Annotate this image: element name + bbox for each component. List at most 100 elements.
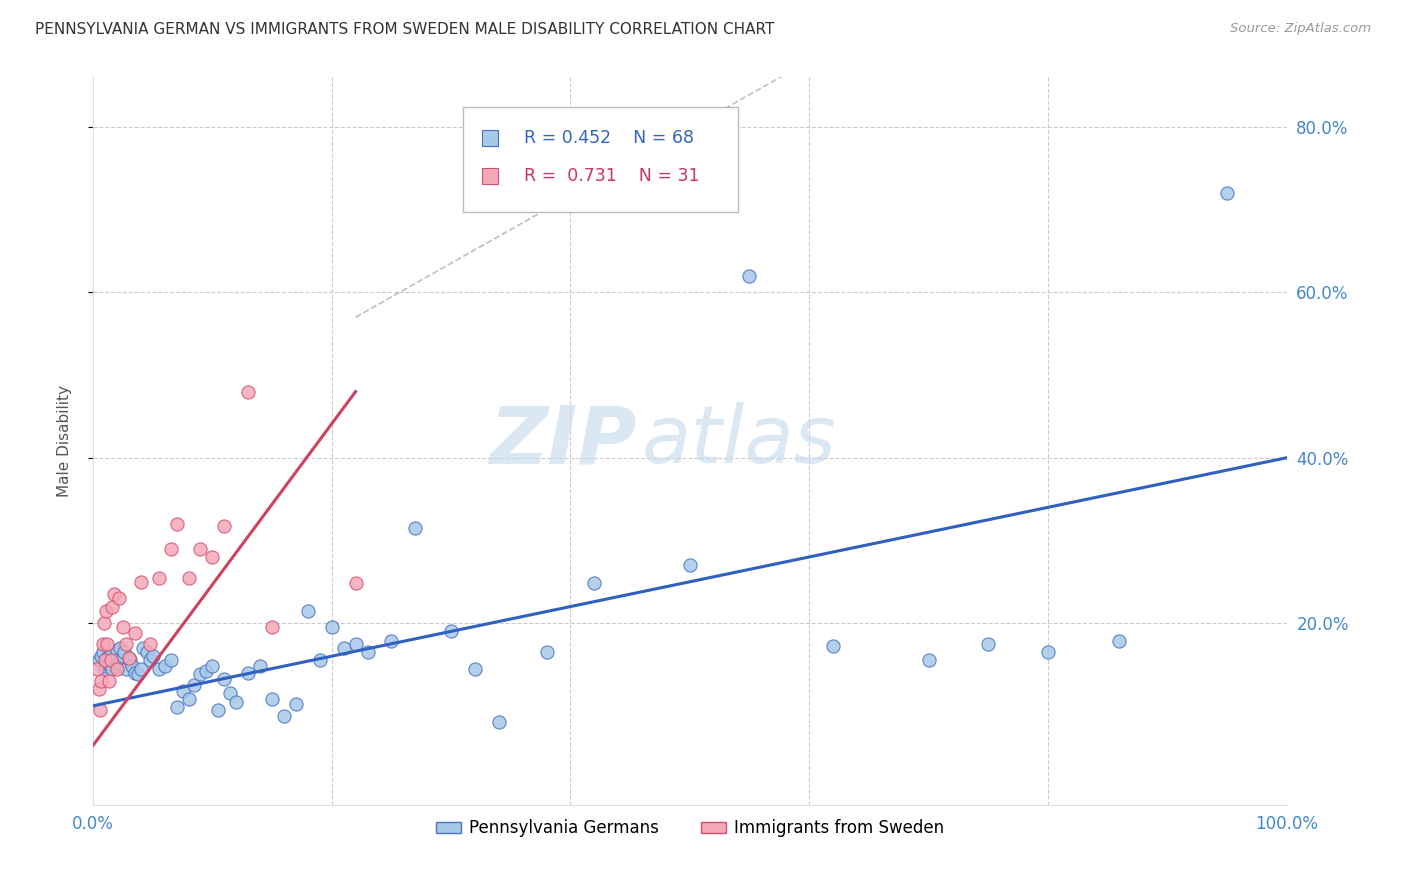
Point: [159, 541, 181, 556]
Point: [190, 541, 212, 556]
Point: [111, 620, 134, 634]
Point: [207, 703, 229, 717]
Point: [297, 604, 319, 618]
Point: [121, 659, 143, 673]
Point: [118, 653, 141, 667]
Point: [1108, 634, 1130, 648]
Point: [110, 640, 132, 655]
Point: [201, 659, 224, 673]
Point: [190, 667, 212, 681]
Point: [583, 576, 606, 591]
Point: [332, 640, 354, 655]
Point: [225, 695, 247, 709]
Point: [166, 516, 188, 531]
Point: [124, 665, 146, 680]
Point: [90, 649, 112, 664]
Point: [103, 653, 125, 667]
Point: [260, 692, 283, 706]
Point: [115, 662, 138, 676]
Point: [93, 662, 115, 676]
Point: [148, 571, 170, 585]
Point: [177, 692, 200, 706]
Point: [87, 653, 110, 667]
Point: [105, 659, 128, 673]
Point: [127, 667, 149, 681]
Point: [100, 653, 122, 667]
Point: [101, 662, 124, 676]
Y-axis label: Male Disability: Male Disability: [58, 385, 72, 497]
Point: [321, 620, 343, 634]
Point: [100, 648, 122, 662]
Text: Source: ZipAtlas.com: Source: ZipAtlas.com: [1230, 22, 1371, 36]
Point: [344, 637, 367, 651]
Point: [89, 703, 111, 717]
Point: [91, 645, 114, 659]
Point: [94, 653, 117, 667]
Point: [142, 649, 165, 664]
Point: [201, 549, 224, 564]
Text: R = 0.452    N = 68: R = 0.452 N = 68: [524, 128, 695, 147]
Point: [172, 684, 194, 698]
Point: [97, 673, 120, 688]
Point: [118, 650, 141, 665]
Point: [260, 620, 283, 634]
Legend: Pennsylvania Germans, Immigrants from Sweden: Pennsylvania Germans, Immigrants from Sw…: [429, 813, 950, 844]
Point: [94, 604, 117, 618]
Point: [129, 574, 152, 589]
Point: [94, 656, 117, 670]
Point: [97, 657, 120, 672]
Point: [108, 656, 131, 670]
Point: [94, 659, 117, 673]
Point: [118, 650, 141, 665]
Point: [101, 599, 124, 614]
Point: [132, 640, 155, 655]
Point: [129, 662, 152, 676]
Point: [93, 616, 115, 631]
Point: [284, 697, 307, 711]
Point: [821, 640, 844, 654]
Point: [86, 662, 108, 676]
Point: [108, 591, 131, 606]
Point: [105, 662, 128, 676]
Point: [153, 659, 176, 673]
Point: [380, 634, 402, 648]
Point: [87, 682, 110, 697]
Point: [105, 642, 128, 657]
Point: [148, 662, 170, 676]
Point: [177, 571, 200, 585]
Point: [404, 521, 426, 535]
Point: [977, 637, 1000, 651]
Point: [90, 673, 112, 688]
Point: [536, 645, 558, 659]
Point: [214, 673, 236, 687]
Point: [139, 637, 162, 651]
Point: [139, 653, 162, 667]
Point: [183, 678, 205, 692]
Point: [344, 576, 367, 591]
Point: [273, 708, 295, 723]
Point: [249, 659, 271, 673]
Point: [1036, 645, 1059, 659]
FancyBboxPatch shape: [463, 106, 738, 212]
Point: [917, 653, 939, 667]
Point: [214, 518, 236, 533]
Point: [159, 653, 181, 667]
Point: [195, 664, 218, 678]
Point: [91, 637, 114, 651]
Point: [238, 384, 260, 399]
Point: [124, 626, 146, 640]
Point: [464, 662, 486, 676]
Point: [115, 637, 138, 651]
Point: [112, 645, 135, 659]
Text: atlas: atlas: [643, 402, 837, 480]
Point: [96, 637, 118, 651]
Point: [440, 624, 463, 639]
Point: [679, 558, 702, 573]
Point: [308, 653, 330, 667]
Point: [111, 649, 134, 664]
Point: [166, 700, 188, 714]
Point: [1216, 186, 1239, 201]
Text: R =  0.731    N = 31: R = 0.731 N = 31: [524, 167, 699, 185]
Text: ZIP: ZIP: [489, 402, 636, 480]
Point: [238, 665, 260, 680]
